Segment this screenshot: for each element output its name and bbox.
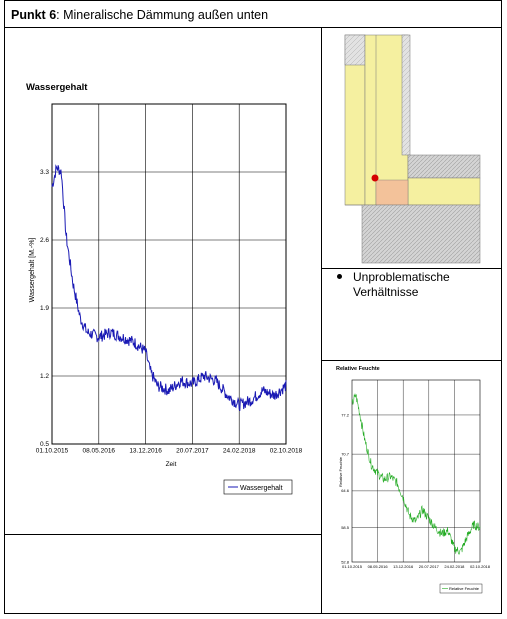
- main-grid: [52, 104, 286, 444]
- left-row-divider: [4, 534, 322, 535]
- y-tick-label: 3.3: [40, 169, 49, 176]
- small-x-ticks: 01.10.2015 08.05.2016 13.12.2016 20.07.2017…: [342, 564, 491, 569]
- assessment-bullet: Unproblematische Verhältnisse: [337, 270, 497, 300]
- x-tick-label: 02.10.2018: [470, 564, 491, 569]
- right-row-divider-1: [321, 268, 502, 269]
- outer-plaster-top: [344, 34, 366, 66]
- water-content-chart: Wassergehalt 0.51.21.92.63.3 01.10.2015 0…: [26, 82, 303, 495]
- table-left-border: [4, 28, 5, 614]
- small-plot-area: [351, 379, 481, 563]
- main-legend-box: [223, 479, 293, 495]
- y-tick-label: 52.8: [341, 559, 350, 564]
- measurement-point-marker: [371, 174, 379, 182]
- foundation-ground: [361, 204, 481, 264]
- bullet-dot: [337, 274, 342, 279]
- x-tick-label: 13.12.2016: [129, 448, 162, 455]
- small-legend-label: Relative Feuchte: [449, 586, 480, 591]
- x-tick-label: 20.07.2017: [419, 564, 440, 569]
- x-tick-label: 13.12.2016: [393, 564, 414, 569]
- table-bottom-border: [4, 613, 502, 614]
- small-chart-title: Relative Feuchte: [336, 366, 380, 372]
- construction-detail-drawing: [344, 34, 481, 264]
- y-tick-label: 58.5: [341, 525, 350, 530]
- y-tick-label: 1.9: [40, 305, 49, 312]
- x-tick-label: 02.10.2018: [270, 448, 303, 455]
- small-legend-box: [439, 583, 483, 594]
- section-header: Punkt 6: Mineralische Dämmung außen unte…: [4, 0, 502, 28]
- y-tick-label: 70.7: [341, 451, 350, 456]
- moisture-zone-highlight: [375, 179, 409, 206]
- series-line-wassergehalt: [51, 164, 287, 411]
- relative-humidity-chart: Relative Feuchte 52.8 58.5 64.6 70.7 77.2 01…: [336, 366, 491, 594]
- header-separator: :: [56, 8, 64, 22]
- main-chart-title: Wassergehalt: [26, 82, 88, 93]
- y-tick-label: 64.6: [341, 488, 350, 493]
- main-y-ticks: 0.5 1.2 1.9 2.6 3.3: [40, 169, 49, 448]
- x-tick-label: 01.10.2015: [36, 448, 69, 455]
- main-y-axis-label: Wassergehalt [M.-%]: [29, 238, 36, 303]
- x-tick-label: 08.05.2016: [83, 448, 116, 455]
- x-tick-label: 01.10.2015: [342, 564, 363, 569]
- section-title: Mineralische Dämmung außen unten: [63, 8, 269, 22]
- right-row-divider-2: [321, 360, 502, 361]
- table-right-border: [501, 28, 502, 614]
- small-y-axis-label: Relative Feuchte: [338, 456, 343, 487]
- interior-layer: [401, 34, 411, 156]
- x-tick-label: 24.02.2018: [223, 448, 256, 455]
- x-tick-label: 24.02.2018: [444, 564, 465, 569]
- masonry-wall: [364, 34, 409, 206]
- y-tick-label: 1.2: [40, 373, 49, 380]
- floor-slab: [407, 154, 481, 179]
- bullet-line-1: Unproblematische: [353, 270, 450, 284]
- floor-insulation: [407, 177, 481, 206]
- x-tick-label: 08.05.2016: [368, 564, 389, 569]
- x-tick-label: 20.07.2017: [176, 448, 209, 455]
- main-x-ticks: 01.10.2015 08.05.2016 13.12.2016 20.07.2017…: [36, 448, 303, 455]
- series-line-relative-feuchte: [351, 393, 481, 555]
- bullet-text: Unproblematische Verhältnisse: [353, 270, 497, 300]
- main-legend-label: Wassergehalt: [240, 485, 283, 492]
- section-label: Punkt 6: [11, 8, 57, 22]
- bullet-line-2: Verhältnisse: [353, 285, 419, 299]
- main-plot-area: [51, 103, 287, 445]
- y-tick-label: 2.6: [40, 237, 49, 244]
- y-tick-label: 77.2: [341, 412, 350, 417]
- small-y-ticks: 52.8 58.5 64.6 70.7 77.2: [341, 412, 350, 564]
- main-x-axis-label: Zeit: [166, 461, 177, 468]
- y-tick-label: 0.5: [40, 441, 49, 448]
- small-grid: [352, 380, 480, 562]
- table-column-divider: [321, 28, 322, 614]
